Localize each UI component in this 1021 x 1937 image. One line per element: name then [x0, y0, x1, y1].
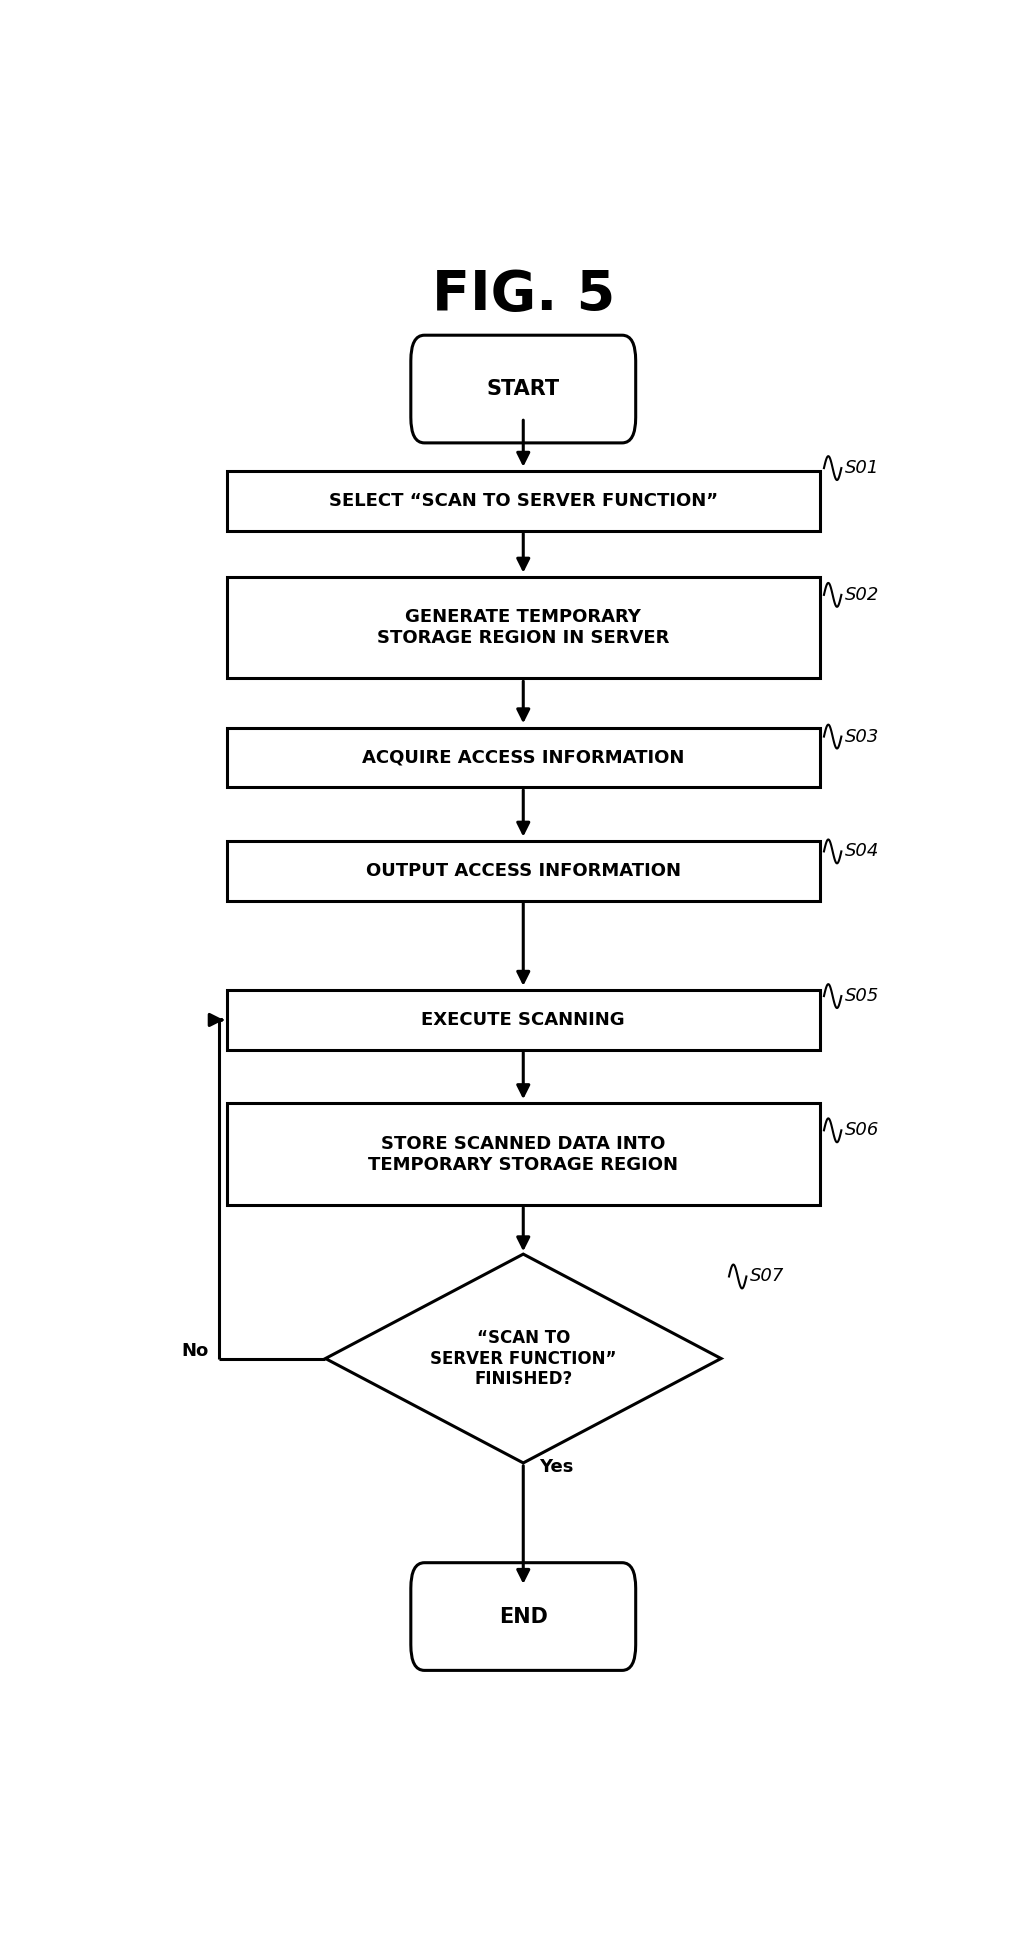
- Text: S04: S04: [845, 843, 880, 860]
- Text: GENERATE TEMPORARY
STORAGE REGION IN SERVER: GENERATE TEMPORARY STORAGE REGION IN SER…: [377, 608, 670, 647]
- Text: S02: S02: [845, 585, 880, 604]
- Text: EXECUTE SCANNING: EXECUTE SCANNING: [422, 1011, 625, 1029]
- Text: S06: S06: [845, 1122, 880, 1139]
- Text: S05: S05: [845, 988, 880, 1005]
- Text: END: END: [499, 1606, 547, 1627]
- Text: S01: S01: [845, 459, 880, 477]
- Text: S07: S07: [750, 1267, 785, 1286]
- Text: START: START: [487, 380, 560, 399]
- Text: “SCAN TO
SERVER FUNCTION”
FINISHED?: “SCAN TO SERVER FUNCTION” FINISHED?: [430, 1329, 617, 1389]
- Text: Yes: Yes: [539, 1459, 574, 1476]
- Text: FIG. 5: FIG. 5: [432, 267, 615, 322]
- Text: SELECT “SCAN TO SERVER FUNCTION”: SELECT “SCAN TO SERVER FUNCTION”: [329, 492, 718, 509]
- Bar: [227, 728, 820, 786]
- Bar: [227, 841, 820, 901]
- Text: OUTPUT ACCESS INFORMATION: OUTPUT ACCESS INFORMATION: [366, 862, 681, 879]
- FancyBboxPatch shape: [410, 335, 636, 444]
- Bar: [227, 990, 820, 1050]
- Bar: [227, 471, 820, 531]
- Bar: [227, 577, 820, 678]
- Text: ACQUIRE ACCESS INFORMATION: ACQUIRE ACCESS INFORMATION: [362, 748, 684, 767]
- Polygon shape: [326, 1253, 721, 1462]
- Text: STORE SCANNED DATA INTO
TEMPORARY STORAGE REGION: STORE SCANNED DATA INTO TEMPORARY STORAG…: [369, 1135, 678, 1174]
- Text: No: No: [182, 1342, 208, 1360]
- Text: S03: S03: [845, 728, 880, 746]
- Bar: [227, 1104, 820, 1205]
- FancyBboxPatch shape: [410, 1563, 636, 1670]
